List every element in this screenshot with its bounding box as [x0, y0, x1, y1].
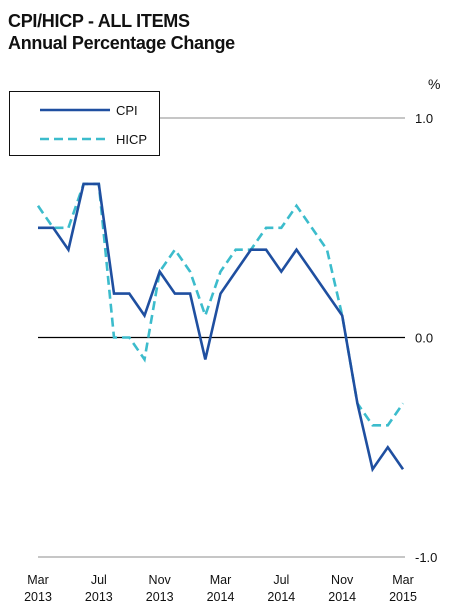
x-tick-label: 2013 — [24, 590, 52, 604]
x-tick-label: 2015 — [389, 590, 417, 604]
x-tick-label: 2014 — [267, 590, 295, 604]
y-tick-label: 1.0 — [415, 111, 433, 126]
legend-label-hicp: HICP — [116, 132, 147, 147]
x-tick-label: Mar — [27, 573, 49, 587]
series-line-cpi — [38, 182, 405, 473]
series-line-hicp — [36, 182, 405, 427]
chart-axes: 1.00.0-1.0Mar2013Jul2013Nov2013Mar2014Ju… — [24, 111, 437, 604]
y-tick-label: 0.0 — [415, 331, 433, 346]
x-tick-label: 2014 — [207, 590, 235, 604]
chart-title: CPI/HICP - ALL ITEMS — [8, 11, 190, 31]
x-tick-label: Jul — [273, 573, 289, 587]
y-unit-label: % — [428, 76, 441, 92]
chart-series — [36, 182, 405, 473]
x-tick-label: Nov — [331, 573, 354, 587]
chart-legend: CPI HICP — [9, 91, 160, 156]
x-tick-label: Mar — [210, 573, 232, 587]
x-tick-label: Mar — [392, 573, 414, 587]
legend-box — [9, 91, 160, 156]
x-tick-label: Nov — [149, 573, 172, 587]
legend-label-cpi: CPI — [116, 103, 138, 118]
x-tick-label: 2013 — [85, 590, 113, 604]
chart-subtitle: Annual Percentage Change — [8, 33, 235, 53]
x-tick-label: 2014 — [328, 590, 356, 604]
x-tick-label: 2013 — [146, 590, 174, 604]
x-tick-label: Jul — [91, 573, 107, 587]
y-tick-label: -1.0 — [415, 550, 437, 565]
